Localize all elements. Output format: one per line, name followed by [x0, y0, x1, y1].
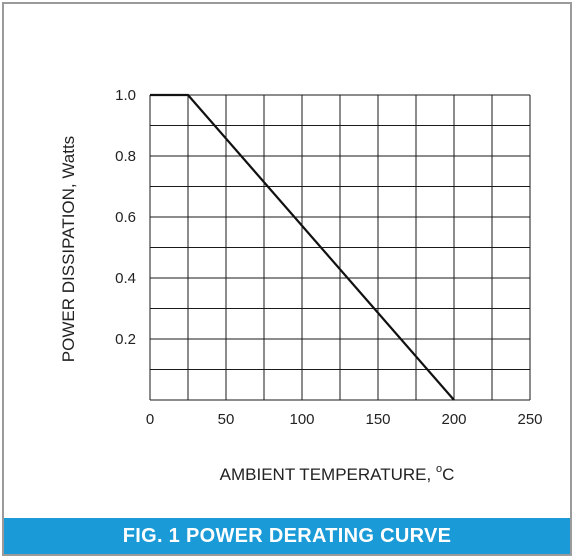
y-tick-label: 0.2 [115, 331, 136, 348]
y-axis-label: POWER DISSIPATION, Watts [59, 136, 78, 362]
y-tick-labels: 0.2 0.4 0.6 0.8 1.0 [115, 87, 136, 348]
x-tick-label: 150 [365, 411, 390, 428]
grid-lines [149, 94, 531, 401]
x-tick-labels: 0 50 100 150 200 250 [146, 411, 543, 428]
series-group [150, 93, 455, 401]
x-axis-label-unit: C [442, 465, 454, 484]
figure-caption: FIG. 1 POWER DERATING CURVE [122, 524, 452, 547]
y-tick-label: 1.0 [115, 87, 136, 104]
figure-caption-bar: FIG. 1 POWER DERATING CURVE [4, 518, 570, 554]
x-tick-label: 200 [441, 411, 466, 428]
x-tick-label: 0 [146, 411, 154, 428]
x-axis-label-main: AMBIENT TEMPERATURE, [220, 465, 436, 484]
x-tick-label: 50 [218, 411, 235, 428]
y-tick-label: 0.6 [115, 209, 136, 226]
x-tick-label: 100 [289, 411, 314, 428]
derating-chart: 0 50 100 150 200 250 0.2 0.4 0.6 0.8 1.0 POWER DI… [59, 87, 543, 484]
x-tick-label: 250 [517, 411, 542, 428]
y-tick-label: 0.8 [115, 148, 136, 165]
derating-curve [150, 93, 455, 401]
y-tick-label: 0.4 [115, 270, 136, 287]
x-axis-label-degree: o [436, 463, 442, 475]
figure-frame: 0 50 100 150 200 250 0.2 0.4 0.6 0.8 1.0 POWER DI… [2, 2, 572, 556]
x-axis-label: AMBIENT TEMPERATURE, oC [220, 463, 455, 484]
